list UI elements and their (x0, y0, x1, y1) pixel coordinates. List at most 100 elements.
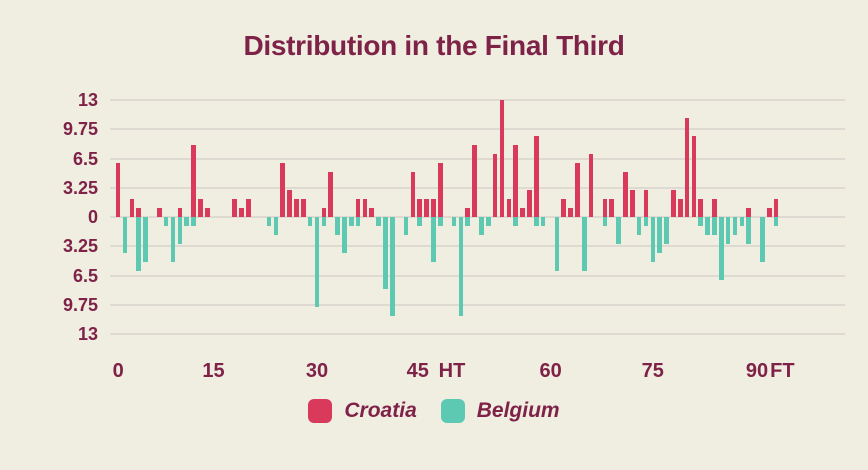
y-tick-label: 3.25 (62, 236, 98, 257)
x-tick-label: 90 (745, 360, 769, 382)
belgium-bar (314, 217, 320, 307)
croatia-bar (629, 190, 635, 217)
croatia-bar (369, 208, 375, 217)
croatia-bar (300, 199, 306, 217)
croatia-bar (417, 199, 423, 217)
gridline (110, 333, 845, 335)
x-tick-label: 60 (539, 360, 562, 382)
croatia-bar (232, 199, 237, 217)
belgium-bar (746, 217, 752, 244)
croatia-bar (575, 163, 580, 217)
croatia-bar (280, 163, 285, 217)
belgium-bar (417, 217, 423, 226)
belgium-bar (355, 217, 361, 226)
croatia-bar (623, 172, 628, 217)
legend-item-belgium: Belgium (440, 399, 560, 423)
croatia-bar (561, 199, 566, 217)
croatia-bar (287, 190, 292, 217)
croatia-bar (472, 145, 477, 217)
croatia-bar (691, 136, 697, 217)
croatia-bar (492, 154, 498, 217)
gridline (110, 245, 845, 248)
belgium-bar (184, 217, 190, 226)
belgium-bar (657, 217, 662, 253)
y-tick-label: 13 (77, 90, 98, 110)
croatia-bar (588, 154, 594, 217)
belgium-bar (438, 217, 443, 226)
belgium-bar (712, 217, 717, 235)
belgium-bar (136, 217, 142, 271)
belgium-bar (163, 217, 169, 226)
croatia-bar (568, 208, 573, 217)
y-axis-labels: 13 9.75 6.5 3.25 0 3.25 6.5 9.75 13 (0, 0, 100, 470)
gridline (110, 128, 845, 131)
croatia-bar (465, 208, 471, 217)
croatia-bar (294, 199, 299, 217)
y-tick-label: 9.75 (62, 294, 98, 315)
x-tick-label: 15 (202, 360, 225, 382)
croatia-legend-label: Croatia (344, 399, 417, 422)
croatia-bar (362, 199, 368, 217)
croatia-bar (136, 208, 142, 217)
croatia-bar (609, 199, 614, 217)
x-tick-label: FT (770, 360, 795, 382)
belgium-bar (705, 217, 710, 235)
belgium-bar (486, 217, 491, 226)
croatia-swatch (308, 399, 333, 423)
y-tick-label: 13 (77, 324, 98, 344)
legend: Croatia Belgium (0, 399, 868, 423)
belgium-bar (266, 217, 272, 226)
y-tick-label: 9.75 (62, 119, 98, 140)
croatia-bar (527, 190, 532, 217)
belgium-bar (390, 217, 395, 316)
belgium-bar (321, 217, 327, 226)
croatia-bar (321, 208, 327, 217)
croatia-bar (438, 163, 443, 217)
croatia-bar (712, 199, 717, 217)
belgium-bar (170, 217, 176, 262)
belgium-bar (760, 217, 765, 262)
belgium-bar (465, 217, 471, 226)
croatia-bar (191, 145, 196, 217)
belgium-bar (513, 217, 519, 226)
belgium-bar (698, 217, 704, 226)
croatia-bar (602, 199, 608, 217)
croatia-bar (506, 199, 512, 217)
belgium-bar (376, 217, 381, 226)
belgium-bar (739, 217, 745, 226)
belgium-bar (581, 217, 587, 271)
belgium-bar (664, 217, 669, 244)
belgium-bar (643, 217, 649, 226)
x-tick-label: 75 (641, 360, 664, 382)
belgium-bar (143, 217, 148, 262)
belgium-bar (451, 217, 457, 226)
croatia-bar (246, 199, 251, 217)
belgium-bar (479, 217, 484, 235)
belgium-bar (725, 217, 731, 244)
gridline (110, 186, 845, 189)
gridline (110, 303, 845, 306)
croatia-bar (533, 136, 539, 217)
gridline (110, 99, 845, 101)
belgium-bar (533, 217, 539, 226)
belgium-bar (403, 217, 409, 235)
chart-title: Distribution in the Final Third (243, 30, 625, 61)
croatia-bar (177, 208, 183, 217)
y-tick-label: 0 (87, 207, 98, 227)
belgium-bar (602, 217, 608, 226)
gridline (110, 216, 845, 218)
belgium-bar (636, 217, 642, 235)
croatia-bar (205, 208, 210, 217)
gridline (110, 157, 845, 160)
croatia-bar (677, 199, 683, 217)
y-tick-label: 3.25 (62, 177, 98, 198)
belgium-bar (122, 217, 128, 253)
croatia-bar (773, 199, 779, 217)
belgium-bar (650, 217, 656, 262)
x-tick-label: 45 (406, 360, 429, 382)
belgium-bar (431, 217, 436, 262)
croatia-bar (129, 199, 135, 217)
belgium-swatch (440, 399, 465, 423)
belgium-bar (177, 217, 183, 244)
